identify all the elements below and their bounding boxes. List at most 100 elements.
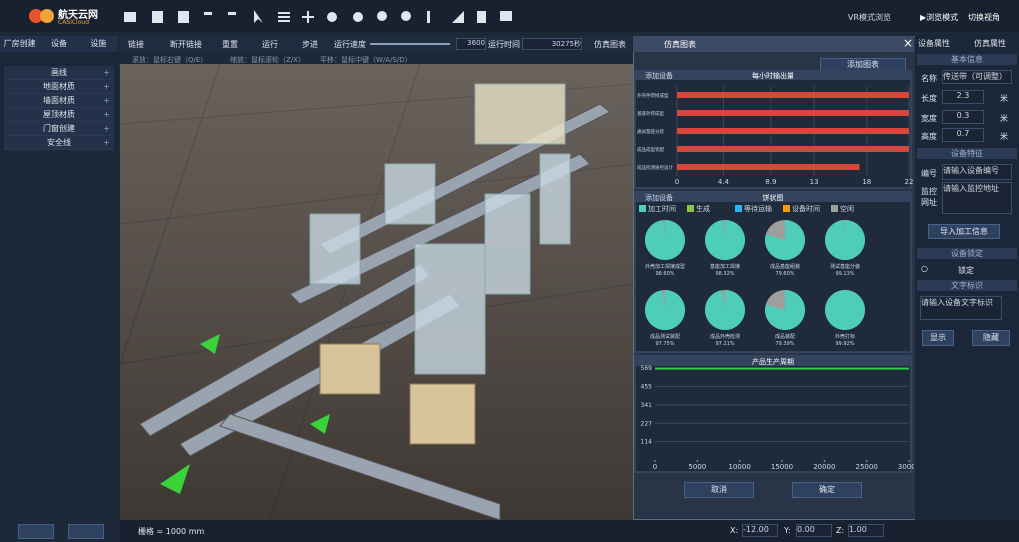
grid-size: 栅格 = 1000 mm <box>138 527 205 536</box>
pie-slice <box>825 290 866 330</box>
x-tick-label: 5000 <box>688 463 706 471</box>
menu-item[interactable]: 门窗创建 + <box>4 122 114 136</box>
menu-item[interactable]: 墙面材质 + <box>4 94 114 108</box>
x-tick-label: 13 <box>810 178 819 186</box>
scene-3d[interactable] <box>120 64 633 520</box>
pie-label: 成品外壳检测 <box>710 333 740 340</box>
legend-label: 生成 <box>696 204 710 213</box>
vr-mode[interactable]: VR模式浏览 <box>848 13 892 22</box>
y-tick-label: 外壳件焊接成型 <box>637 92 669 99</box>
text-input[interactable]: 请输入设备文字标识 <box>920 296 1002 320</box>
menu-item[interactable]: 安全线 + <box>4 136 114 150</box>
logo-icon <box>29 9 54 23</box>
tab[interactable]: 设备 <box>50 39 67 48</box>
y-value[interactable]: 0.00 <box>796 524 832 537</box>
status-bar <box>120 520 1019 542</box>
step[interactable]: 步进 <box>302 40 318 49</box>
menu-item[interactable]: 屋顶材质 + <box>4 108 114 122</box>
value-label: 97.75% <box>655 341 674 347</box>
legend-label: 设备时间 <box>792 204 820 213</box>
hide-button[interactable]: 隐藏 <box>972 330 1010 346</box>
left-tabs: 厂房创建 设备 设施 <box>0 36 118 52</box>
right-panel <box>915 34 1019 520</box>
pie-label: 成品测试装配 <box>650 333 680 340</box>
chart-title: 饼状图 <box>763 193 784 202</box>
section: 设备锁定 <box>917 248 1017 259</box>
close-button[interactable]: × <box>903 36 914 50</box>
expand-icon[interactable]: + <box>103 96 110 105</box>
tab[interactable]: 设备属性 <box>918 39 950 48</box>
x-tick-label: 22 <box>905 178 914 186</box>
value-label: 98.32% <box>715 271 734 277</box>
up-button[interactable] <box>18 524 54 539</box>
width-input[interactable]: 0.3 <box>942 110 984 124</box>
url-input[interactable]: 请输入监控地址 <box>942 182 1012 214</box>
tab[interactable]: 厂房创建 <box>3 39 36 48</box>
unit: 米 <box>1000 114 1008 123</box>
legend-swatch <box>639 205 646 212</box>
pie-label: 成品基座组装 <box>770 263 800 270</box>
browse-mode[interactable]: ▶浏览模式 <box>920 13 959 22</box>
y-tick-label: 227 <box>641 420 653 427</box>
show-button[interactable]: 显示 <box>922 330 954 346</box>
add-device: 添加设备 <box>645 193 673 202</box>
unlink[interactable]: 断开链接 <box>170 40 202 49</box>
bar <box>677 146 909 152</box>
expand-icon[interactable]: + <box>103 124 110 133</box>
value-label: 79.39% <box>775 341 794 347</box>
speed-input[interactable]: 3600 <box>456 38 486 50</box>
expand-icon[interactable]: + <box>103 138 110 147</box>
z-value[interactable]: 1.00 <box>848 524 884 537</box>
label: 编号 <box>921 169 937 178</box>
pie-label: 成品装配 <box>775 333 795 340</box>
y-tick-label: 341 <box>641 402 653 409</box>
time-label: 运行时间 <box>488 40 520 49</box>
icon-toolbar[interactable] <box>122 8 512 26</box>
x-value[interactable]: -12.00 <box>742 524 778 537</box>
length-input[interactable]: 2.3 <box>942 90 984 104</box>
run[interactable]: 运行 <box>262 40 278 49</box>
panel <box>634 191 912 353</box>
menu-item[interactable]: 地面材质 + <box>4 80 114 94</box>
panel <box>634 355 912 473</box>
pie-slice <box>704 220 745 260</box>
legend-swatch <box>831 205 838 212</box>
down-button[interactable] <box>68 524 104 539</box>
x-tick-label: 0 <box>653 463 657 471</box>
expand-icon[interactable]: + <box>103 110 110 119</box>
import-button[interactable]: 导入加工信息 <box>928 224 1000 239</box>
x-tick-label: 0 <box>675 178 679 186</box>
section: 基本信息 <box>917 54 1017 65</box>
value-label: 98.60% <box>655 271 674 277</box>
name-input[interactable]: 传送带（可调整） <box>942 70 1012 84</box>
height-input[interactable]: 0.7 <box>942 128 984 142</box>
switch-view[interactable]: 切换视角 <box>968 13 1000 22</box>
add-device: 添加设备 <box>645 71 673 80</box>
pie-label: 外壳打标 <box>835 333 855 340</box>
chart-title: 产品生产周期 <box>752 357 794 366</box>
time-input[interactable]: 30275秒 <box>522 38 582 50</box>
speed-slider[interactable] <box>370 43 450 45</box>
expand-icon[interactable]: + <box>103 82 110 91</box>
pie-slice <box>765 290 805 331</box>
link[interactable]: 链接 <box>128 40 144 49</box>
menu-item[interactable]: 画线 + <box>4 66 114 80</box>
id-input[interactable]: 请输入设备编号 <box>942 164 1012 180</box>
value-label: 99.13% <box>835 271 854 277</box>
radio[interactable]: ○ <box>921 264 928 273</box>
panel-header <box>635 70 911 80</box>
x-tick-label: 25000 <box>856 463 878 471</box>
charts-button[interactable]: 仿真图表 <box>594 40 626 49</box>
tab[interactable]: 仿真属性 <box>974 39 1006 48</box>
lock[interactable]: 锁定 <box>958 266 974 275</box>
value-label: 99.92% <box>835 341 854 347</box>
reset[interactable]: 重置 <box>222 40 238 49</box>
y-tick-label: 成品检测质控设计 <box>637 164 673 171</box>
cancel-button[interactable]: 取消 <box>684 482 754 498</box>
expand-icon[interactable]: + <box>103 68 110 77</box>
legend-label: 加工时间 <box>648 204 676 213</box>
tab[interactable]: 设施 <box>90 39 107 48</box>
ok-button[interactable]: 确定 <box>792 482 862 498</box>
legend-swatch <box>735 205 742 212</box>
